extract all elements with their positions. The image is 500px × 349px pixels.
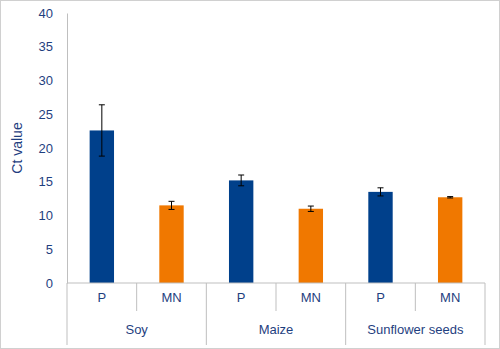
y-tick: 30: [39, 73, 67, 88]
y-tick: 20: [39, 141, 67, 156]
error-bar: [99, 105, 105, 156]
y-tick: 10: [39, 208, 67, 223]
error-bar: [447, 197, 453, 198]
bar: [368, 192, 392, 283]
x-axis: Soy Maize Sunflower seeds: [68, 322, 486, 337]
error-bar-stem: [171, 201, 172, 209]
group-separator: [206, 283, 207, 345]
error-bar-cap: [308, 206, 314, 207]
category-separator: [276, 283, 277, 311]
group-separator: [485, 283, 486, 345]
x-tick-label: P: [376, 290, 385, 305]
error-bar: [308, 206, 314, 211]
error-bar: [378, 188, 384, 196]
y-tick: 35: [39, 39, 67, 54]
error-bar-cap: [447, 196, 453, 197]
error-bar-cap: [447, 197, 453, 198]
bar: [159, 205, 183, 283]
y-tick: 25: [39, 107, 67, 122]
chart-frame: [1, 1, 500, 349]
x-tick-label: MN: [161, 290, 181, 305]
y-tick-label: 15: [39, 174, 53, 189]
y-tick-label: 35: [39, 39, 53, 54]
bar: [438, 197, 462, 283]
x-group-label: Soy: [125, 322, 148, 337]
y-tick-label: 20: [39, 141, 53, 156]
error-bar-cap: [378, 195, 384, 196]
bar: [299, 209, 323, 283]
error-bar: [169, 201, 175, 209]
error-bar-stem: [310, 206, 311, 211]
x-tick-label: MN: [440, 290, 460, 305]
bar: [229, 180, 253, 283]
x-group-label: Maize: [259, 322, 294, 337]
y-tick-label: 25: [39, 107, 53, 122]
y-tick: 5: [46, 242, 67, 257]
error-bar-cap: [308, 211, 314, 212]
error-bar-stem: [380, 188, 381, 196]
y-axis-title: Ct value: [9, 122, 25, 174]
error-bar-stem: [241, 175, 242, 186]
x-tick-label: MN: [301, 290, 321, 305]
group-separator: [345, 283, 346, 345]
x-group-tick: Soy: [125, 322, 148, 337]
error-bar: [238, 175, 244, 186]
y-tick: 15: [39, 174, 67, 189]
error-bar-cap: [99, 104, 105, 105]
y-tick: 40: [39, 6, 67, 21]
error-bar-cap: [378, 187, 384, 188]
y-axis-line: [67, 14, 68, 284]
x-tick-label: P: [97, 290, 106, 305]
error-bar-cap: [238, 185, 244, 186]
y-tick-label: 0: [46, 276, 53, 291]
error-bar-stem: [101, 105, 102, 156]
error-bar-cap: [169, 201, 175, 202]
plot: 0 5 10 15 20 25 30 35 40 P MN P MN P MN Soy Maize Sunflow…: [39, 6, 486, 345]
y-tick-label: 10: [39, 208, 53, 223]
group-separator: [67, 283, 68, 345]
y-tick-label: 5: [46, 242, 53, 257]
y-tick: 0: [46, 276, 67, 291]
category-separator: [415, 283, 416, 311]
x-group-tick: Sunflower seeds: [367, 322, 464, 337]
category-separator: [136, 283, 137, 311]
y-tick-label: 40: [39, 6, 53, 21]
bars: [90, 105, 463, 283]
x-group-label: Sunflower seeds: [367, 322, 464, 337]
y-axis: 0 5 10 15 20 25 30 35 40: [39, 6, 68, 291]
x-tick-label: P: [237, 290, 246, 305]
y-tick-label: 30: [39, 73, 53, 88]
error-bar-cap: [169, 209, 175, 210]
chart: 0 5 10 15 20 25 30 35 40 P MN P MN P MN Soy Maize Sunflow…: [0, 0, 500, 349]
error-bar-cap: [99, 156, 105, 157]
x-group-tick: Maize: [259, 322, 294, 337]
error-bar-cap: [238, 175, 244, 176]
